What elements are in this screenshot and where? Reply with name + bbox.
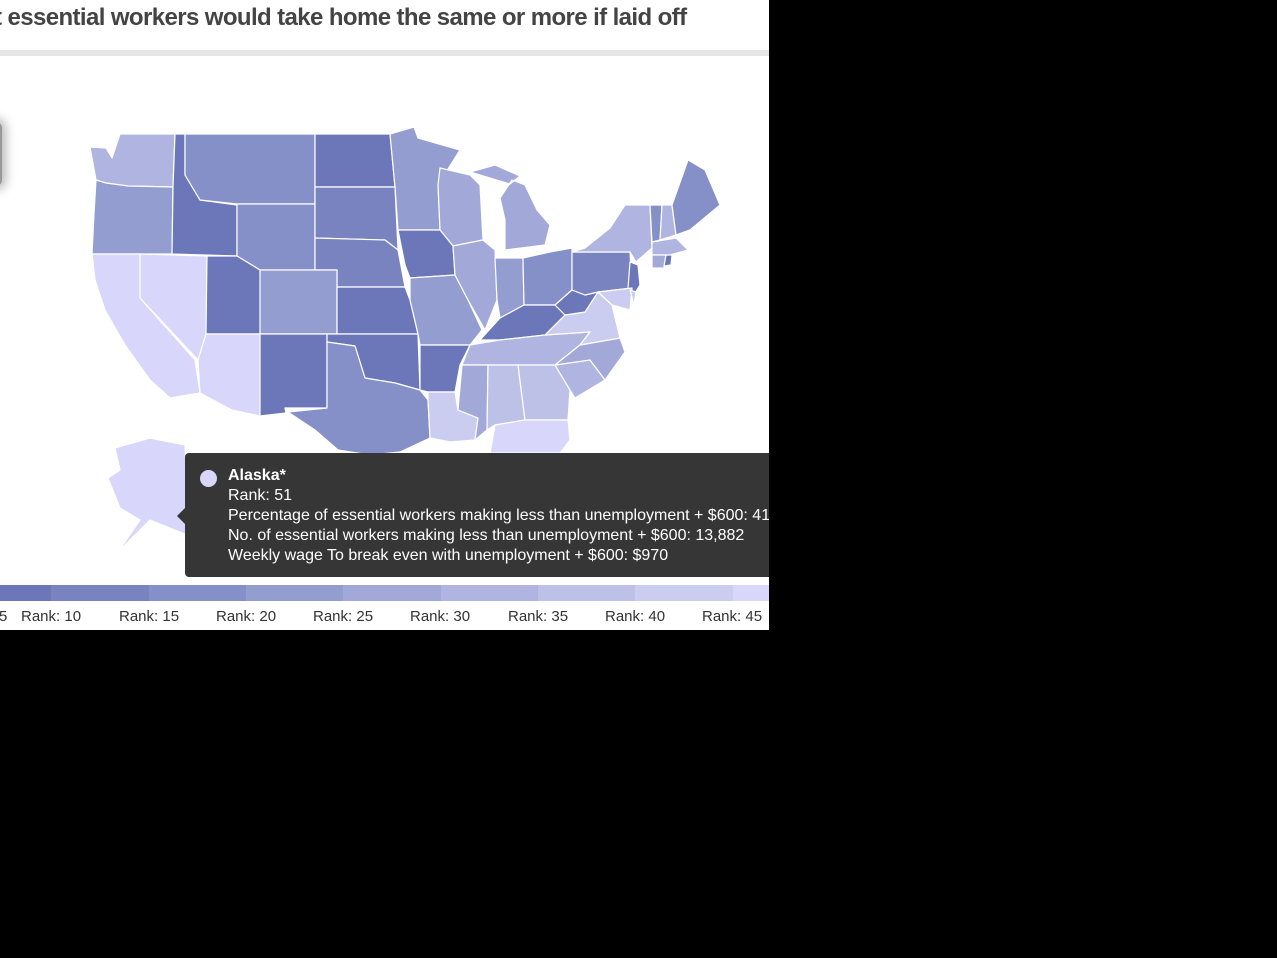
state-iowa[interactable] bbox=[397, 229, 456, 279]
legend-step-5 bbox=[343, 585, 441, 601]
map-title: t essential workers would take home the … bbox=[0, 4, 687, 31]
tooltip-count: No. of essential workers making less tha… bbox=[228, 527, 745, 544]
legend-step-7 bbox=[538, 585, 635, 601]
state-utah[interactable] bbox=[205, 255, 262, 335]
legend-step-1 bbox=[0, 585, 51, 601]
legend-label: Rank: 10 bbox=[21, 608, 82, 625]
tooltip-state-name: Alaska* bbox=[228, 467, 286, 484]
state-tooltip: Alaska* Rank: 51 Percentage of essential… bbox=[177, 453, 769, 577]
legend-step-3 bbox=[149, 585, 246, 601]
title-divider bbox=[0, 50, 769, 56]
tooltip-wage: Weekly wage To break even with unemploym… bbox=[228, 547, 669, 564]
state-maine[interactable] bbox=[671, 159, 721, 236]
tooltip-rank: Rank: 51 bbox=[228, 487, 293, 504]
tooltip-percentage: Percentage of essential workers making l… bbox=[228, 507, 769, 524]
legend-step-6 bbox=[441, 585, 538, 601]
tooltip-color-swatch bbox=[200, 470, 217, 487]
legend-label: Rank: 40 bbox=[605, 608, 666, 625]
state-maryland[interactable] bbox=[597, 287, 633, 311]
state-north-dakota[interactable] bbox=[314, 133, 396, 188]
state-arizona[interactable] bbox=[197, 333, 262, 417]
legend-label: Rank: 45 bbox=[702, 608, 763, 625]
legend-label: 5 bbox=[0, 608, 8, 625]
legend-label: Rank: 35 bbox=[508, 608, 569, 625]
state-texas[interactable] bbox=[287, 341, 431, 456]
state-illinois[interactable] bbox=[452, 239, 498, 331]
state-kansas[interactable] bbox=[336, 286, 419, 335]
state-georgia[interactable] bbox=[517, 364, 571, 421]
state-new-mexico[interactable] bbox=[259, 333, 328, 417]
legend-label: Rank: 15 bbox=[119, 608, 180, 625]
legend-labels: 5 Rank: 10 Rank: 15 Rank: 20 Rank: 25 Ra… bbox=[0, 608, 769, 628]
legend-step-8 bbox=[635, 585, 733, 601]
legend-label: Rank: 30 bbox=[410, 608, 471, 625]
legend-label: Rank: 20 bbox=[216, 608, 277, 625]
legend-label: Rank: 25 bbox=[313, 608, 374, 625]
legend-color-scale bbox=[0, 585, 769, 601]
state-wyoming[interactable] bbox=[236, 203, 316, 271]
state-montana[interactable] bbox=[184, 133, 316, 205]
state-wisconsin[interactable] bbox=[437, 167, 484, 247]
map-panel: t essential workers would take home the … bbox=[0, 0, 769, 630]
partial-offscreen-element bbox=[0, 122, 2, 186]
state-connecticut[interactable] bbox=[651, 254, 667, 269]
legend-step-2 bbox=[51, 585, 149, 601]
state-florida[interactable] bbox=[489, 419, 571, 454]
state-massachusetts[interactable] bbox=[651, 237, 689, 256]
legend-step-4 bbox=[246, 585, 343, 601]
state-colorado[interactable] bbox=[259, 269, 338, 335]
state-washington[interactable] bbox=[89, 133, 176, 188]
state-michigan[interactable] bbox=[469, 164, 551, 251]
state-rhode-island[interactable] bbox=[663, 254, 673, 267]
state-oregon[interactable] bbox=[91, 179, 174, 255]
state-delaware[interactable] bbox=[629, 289, 637, 306]
tooltip-arrow bbox=[177, 508, 185, 524]
legend-step-9 bbox=[733, 585, 769, 601]
